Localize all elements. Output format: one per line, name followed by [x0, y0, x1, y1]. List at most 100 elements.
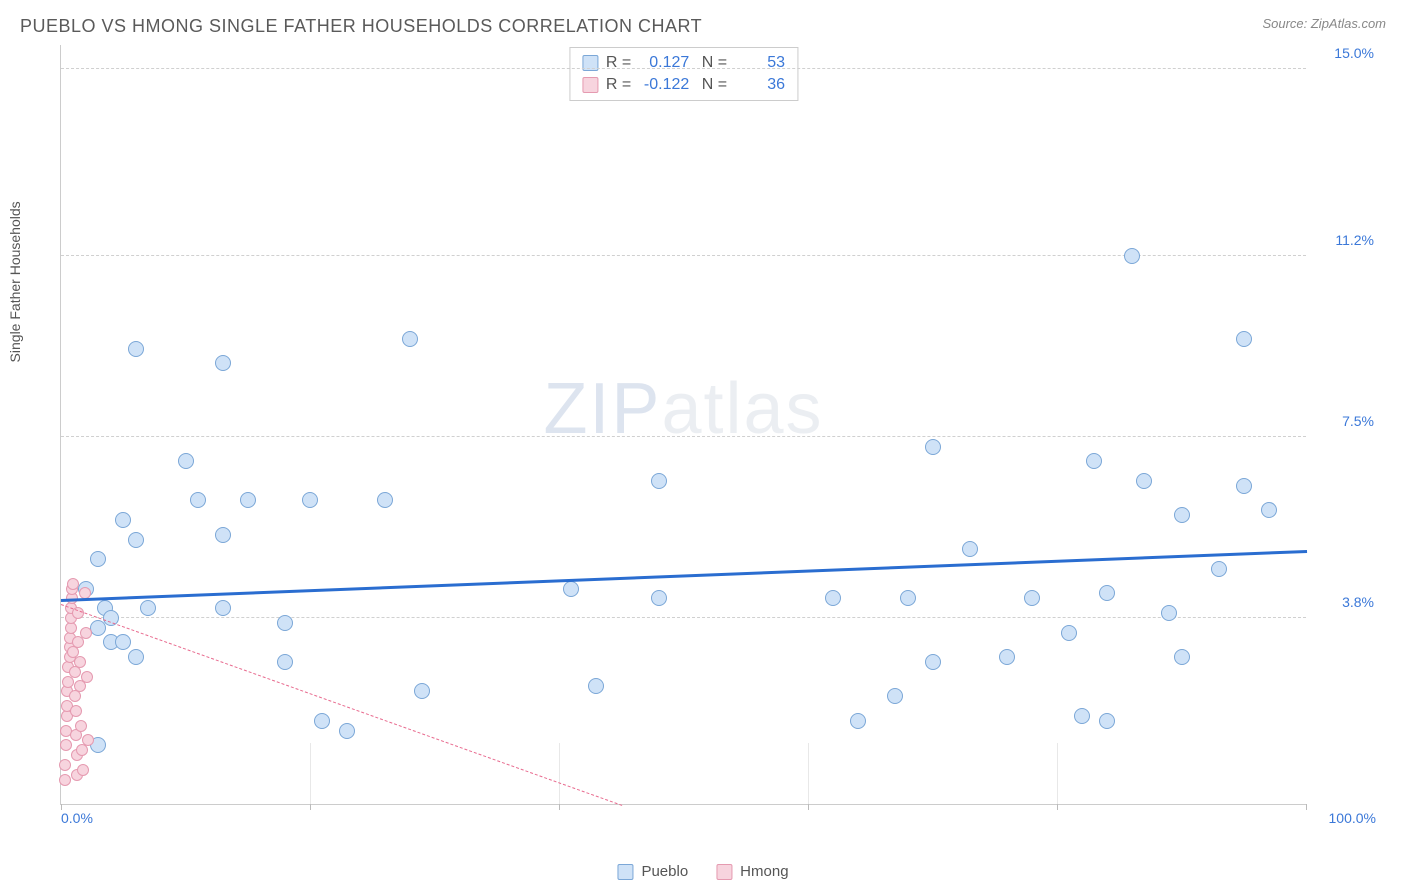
data-point	[925, 439, 941, 455]
gridline-v	[559, 743, 560, 804]
data-point	[1236, 331, 1252, 347]
data-point	[563, 581, 579, 597]
r-label: R =	[606, 76, 631, 94]
data-point	[962, 541, 978, 557]
data-point	[1099, 585, 1115, 601]
chart-source: Source: ZipAtlas.com	[1262, 16, 1386, 31]
data-point	[277, 654, 293, 670]
hmong-legend-label: Hmong	[740, 863, 788, 880]
data-point	[1261, 502, 1277, 518]
data-point	[115, 634, 131, 650]
data-point	[140, 600, 156, 616]
y-tick-label: 15.0%	[1314, 45, 1374, 61]
gridline-v	[808, 743, 809, 804]
data-point	[900, 590, 916, 606]
gridline-v	[1057, 743, 1058, 804]
data-point	[1086, 453, 1102, 469]
watermark: ZIPatlas	[543, 368, 823, 450]
data-point	[128, 341, 144, 357]
gridline-h	[61, 436, 1306, 437]
x-tick	[808, 804, 809, 810]
gridline-v	[310, 743, 311, 804]
data-point	[302, 492, 318, 508]
chart-title: PUEBLO VS HMONG SINGLE FATHER HOUSEHOLDS…	[20, 16, 702, 37]
x-max-label: 100.0%	[1329, 810, 1376, 826]
chart-container: Single Father Households ZIPatlas R = 0.…	[50, 45, 1386, 825]
data-point	[1074, 708, 1090, 724]
data-point	[215, 600, 231, 616]
correlation-stats-box: R = 0.127 N = 53 R = -0.122 N = 36	[569, 47, 798, 101]
data-point	[178, 453, 194, 469]
data-point	[60, 739, 72, 751]
data-point	[314, 713, 330, 729]
data-point	[1236, 478, 1252, 494]
data-point	[651, 590, 667, 606]
data-point	[77, 764, 89, 776]
data-point	[80, 627, 92, 639]
data-point	[115, 512, 131, 528]
data-point	[414, 683, 430, 699]
trend-line	[61, 550, 1307, 602]
pueblo-legend-swatch	[617, 864, 633, 880]
y-tick-label: 3.8%	[1314, 594, 1374, 610]
hmong-r-value: -0.122	[639, 76, 689, 94]
data-point	[74, 680, 86, 692]
data-point	[850, 713, 866, 729]
hmong-swatch	[582, 77, 598, 93]
x-tick	[310, 804, 311, 810]
data-point	[377, 492, 393, 508]
data-point	[1061, 625, 1077, 641]
legend-item-pueblo: Pueblo	[617, 863, 688, 880]
n-label: N =	[697, 76, 727, 94]
hmong-legend-swatch	[716, 864, 732, 880]
plot-area: ZIPatlas R = 0.127 N = 53 R = -0.122 N =…	[60, 45, 1306, 805]
x-tick	[1057, 804, 1058, 810]
chart-header: PUEBLO VS HMONG SINGLE FATHER HOUSEHOLDS…	[0, 0, 1406, 45]
data-point	[999, 649, 1015, 665]
stats-row-hmong: R = -0.122 N = 36	[582, 74, 785, 96]
data-point	[277, 615, 293, 631]
data-point	[70, 705, 82, 717]
data-point	[67, 578, 79, 590]
data-point	[1211, 561, 1227, 577]
x-tick	[1306, 804, 1307, 810]
y-tick-label: 7.5%	[1314, 413, 1374, 429]
y-tick-label: 11.2%	[1314, 232, 1374, 248]
stats-row-pueblo: R = 0.127 N = 53	[582, 52, 785, 74]
data-point	[128, 649, 144, 665]
data-point	[1124, 248, 1140, 264]
data-point	[82, 734, 94, 746]
data-point	[402, 331, 418, 347]
data-point	[75, 720, 87, 732]
data-point	[1136, 473, 1152, 489]
x-min-label: 0.0%	[61, 810, 93, 826]
gridline-h	[61, 617, 1306, 618]
pueblo-legend-label: Pueblo	[641, 863, 688, 880]
data-point	[81, 671, 93, 683]
data-point	[1161, 605, 1177, 621]
x-tick	[559, 804, 560, 810]
hmong-n-value: 36	[735, 76, 785, 94]
data-point	[72, 636, 84, 648]
data-point	[215, 355, 231, 371]
data-point	[1174, 649, 1190, 665]
data-point	[887, 688, 903, 704]
data-point	[588, 678, 604, 694]
data-point	[59, 774, 71, 786]
data-point	[651, 473, 667, 489]
data-point	[339, 723, 355, 739]
trend-line	[61, 604, 623, 806]
data-point	[190, 492, 206, 508]
data-point	[74, 656, 86, 668]
data-point	[1174, 507, 1190, 523]
y-axis-label: Single Father Households	[7, 201, 23, 362]
data-point	[59, 759, 71, 771]
data-point	[1024, 590, 1040, 606]
data-point	[1099, 713, 1115, 729]
data-point	[240, 492, 256, 508]
gridline-h	[61, 68, 1306, 69]
data-point	[128, 532, 144, 548]
data-point	[215, 527, 231, 543]
data-point	[90, 551, 106, 567]
data-point	[925, 654, 941, 670]
